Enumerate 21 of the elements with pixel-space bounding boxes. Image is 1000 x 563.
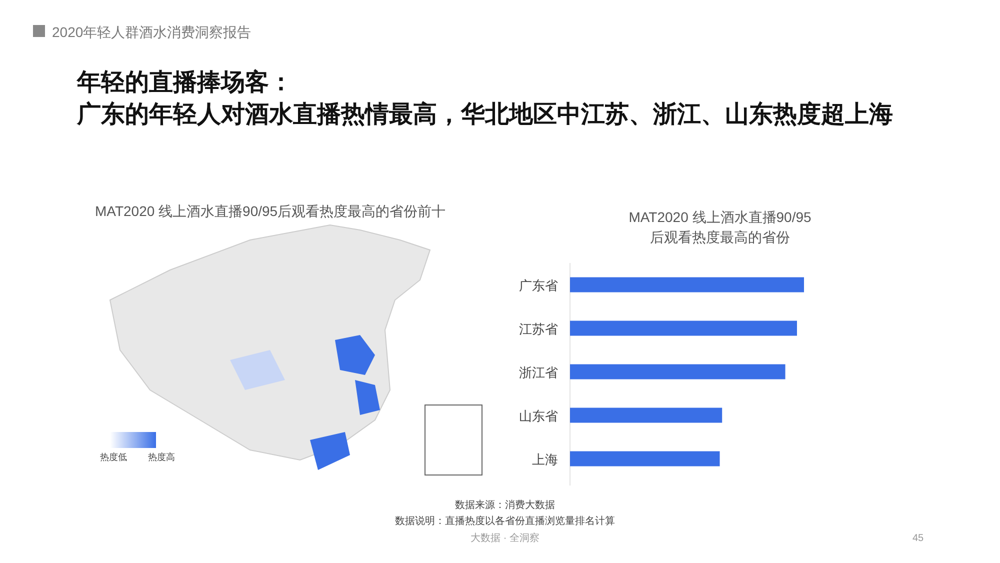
bar <box>570 451 720 466</box>
y-tick-label: 浙江省 <box>519 364 558 380</box>
text: 数据说明：直播热度以各省份直播浏览量排名计算 <box>395 515 615 527</box>
source-note: 数据来源：消费大数据 <box>455 499 555 511</box>
text: 2020年轻人群酒水消费洞察报告 <box>52 24 252 40</box>
text: 热度低 <box>100 452 127 462</box>
y-tick-label: 江苏省 <box>519 321 558 336</box>
y-tick-label: 广东省 <box>519 278 558 293</box>
text: 热度高 <box>148 452 175 462</box>
text: MAT2020 线上酒水直播90/95后观看热度最高的省份前十 <box>95 203 446 219</box>
text: 年轻的直播捧场客： <box>76 69 293 96</box>
bar <box>570 408 722 423</box>
y-tick-label: 上海 <box>532 452 558 467</box>
bar <box>570 277 804 292</box>
bar <box>570 364 786 380</box>
text: 广东的年轻人对酒水直播热情最高，华北地区中江苏、浙江、山东热度超上海 <box>76 100 893 128</box>
text: 大数据 · 全洞察 <box>470 532 540 544</box>
bar <box>570 320 797 336</box>
y-tick-label: 山东省 <box>519 408 558 424</box>
text: 45 <box>912 533 924 544</box>
chart-title: MAT2020 线上酒水直播90/95后观看热度最高的省份 <box>628 209 812 245</box>
